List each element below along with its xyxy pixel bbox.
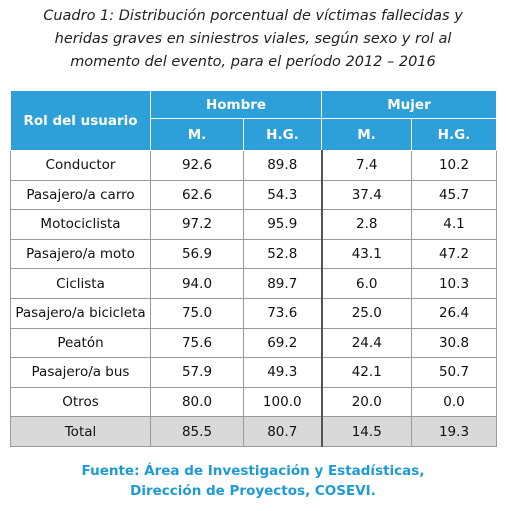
- cell: 80.7: [243, 416, 322, 447]
- cell: 6.0: [320, 268, 412, 299]
- cell: 14.5: [320, 416, 412, 447]
- cell: 20.0: [320, 386, 412, 418]
- header-cell: Rol del usuario: [10, 90, 151, 151]
- header-sub: H.G.: [411, 118, 497, 151]
- table-row: Total 85.5 80.7 14.5 19.3: [10, 416, 497, 447]
- cell: 89.7: [243, 268, 322, 299]
- cell: 73.6: [243, 297, 322, 329]
- row-label: Total: [10, 416, 151, 447]
- cell: 92.6: [150, 150, 244, 181]
- cell: 24.4: [320, 327, 412, 359]
- cell: 45.7: [411, 179, 497, 211]
- cell: 94.0: [150, 268, 244, 299]
- title-line: Cuadro 1: Distribución porcentual de víc…: [43, 8, 463, 24]
- title-line: momento del evento, para el período 2012…: [70, 54, 436, 70]
- cell: 10.2: [411, 150, 497, 181]
- header-sub: M.: [150, 118, 244, 151]
- row-label: Conductor: [10, 150, 151, 181]
- cell: 42.1: [320, 357, 412, 388]
- header-group: Mujer: [321, 90, 497, 119]
- cell: 26.4: [411, 297, 497, 329]
- table-row: Pasajero/a bicicleta 75.0 73.6 25.0 26.4: [10, 297, 497, 329]
- cell: 47.2: [411, 238, 497, 270]
- cell: 54.3: [243, 179, 322, 211]
- row-label: Pasajero/a bus: [10, 357, 151, 388]
- header-sub: H.G.: [243, 118, 322, 151]
- cell: 43.1: [320, 238, 412, 270]
- cell: 37.4: [320, 179, 412, 211]
- cell: 69.2: [243, 327, 322, 359]
- row-label: Motociclista: [10, 209, 151, 240]
- cell: 49.3: [243, 357, 322, 388]
- cell: 19.3: [411, 416, 497, 447]
- header-sub: M.: [321, 118, 412, 151]
- cell: 100.0: [243, 386, 322, 418]
- cell: 50.7: [411, 357, 497, 388]
- cell: 89.8: [243, 150, 322, 181]
- cell: 80.0: [150, 386, 244, 418]
- cell: 85.5: [150, 416, 244, 447]
- table-row: Motociclista 97.2 95.9 2.8 4.1: [10, 209, 497, 240]
- table-row: Pasajero/a bus 57.9 49.3 42.1 50.7: [10, 357, 497, 388]
- source-line: Fuente: Área de Investigación y Estadíst…: [81, 463, 425, 479]
- cell: 0.0: [411, 386, 497, 418]
- row-label: Pasajero/a carro: [10, 179, 151, 211]
- cell: 52.8: [243, 238, 322, 270]
- cell: 57.9: [150, 357, 244, 388]
- data-table: Rol del usuario Hombre Mujer M. H.G. M. …: [10, 90, 497, 447]
- table-row: Otros 80.0 100.0 20.0 0.0: [10, 386, 497, 418]
- title-line: heridas graves en siniestros viales, seg…: [54, 31, 452, 47]
- cell: 97.2: [150, 209, 244, 240]
- header-group: Hombre: [150, 90, 322, 119]
- cell: 62.6: [150, 179, 244, 211]
- cell: 7.4: [320, 150, 412, 181]
- row-label: Ciclista: [10, 268, 151, 299]
- table-row: Ciclista 94.0 89.7 6.0 10.3: [10, 268, 497, 299]
- table-row: Peatón 75.6 69.2 24.4 30.8: [10, 327, 497, 359]
- cell: 4.1: [411, 209, 497, 240]
- row-label: Otros: [10, 386, 151, 418]
- table-row: Conductor 92.6 89.8 7.4 10.2: [10, 150, 497, 181]
- row-label: Pasajero/a bicicleta: [10, 297, 151, 329]
- cell: 56.9: [150, 238, 244, 270]
- cell: 95.9: [243, 209, 322, 240]
- cell: 2.8: [320, 209, 412, 240]
- cell: 30.8: [411, 327, 497, 359]
- row-label: Peatón: [10, 327, 151, 359]
- table-body: Conductor 92.6 89.8 7.4 10.2 Pasajero/a carro…: [10, 150, 497, 447]
- table-row: Pasajero/a moto 56.9 52.8 43.1 47.2: [10, 238, 497, 270]
- cell: 10.3: [411, 268, 497, 299]
- row-label: Pasajero/a moto: [10, 238, 151, 270]
- cell: 75.6: [150, 327, 244, 359]
- cell: 75.0: [150, 297, 244, 329]
- table-row: Pasajero/a carro 62.6 54.3 37.4 45.7: [10, 179, 497, 211]
- cell: 25.0: [320, 297, 412, 329]
- source-line: Dirección de Proyectos, COSEVI.: [130, 483, 376, 499]
